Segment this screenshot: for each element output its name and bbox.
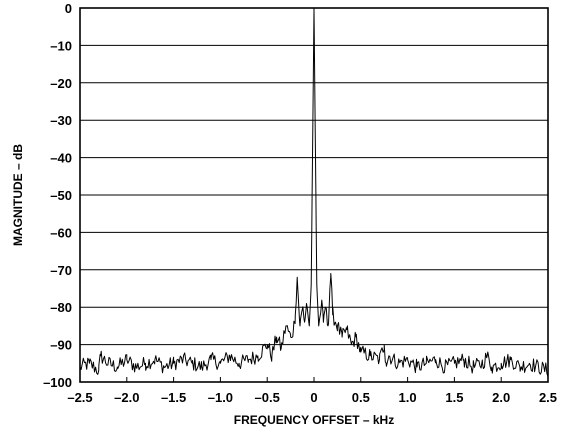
x-tick-label: –2.5 — [67, 390, 92, 405]
y-tick-label: –40 — [50, 151, 72, 166]
x-tick-label: 0 — [310, 390, 317, 405]
x-tick-label: –1.0 — [208, 390, 233, 405]
x-tick-label: –2.0 — [114, 390, 139, 405]
y-tick-labels: 0 –10 –20 –30 –40 –50 –60 –70 –80 –90 –100 — [43, 1, 72, 390]
y-tick-label: 0 — [65, 1, 72, 16]
x-tick-label: –1.5 — [161, 390, 186, 405]
x-tick-label: 1.0 — [399, 390, 417, 405]
x-tick-label: 2.5 — [539, 390, 557, 405]
spectrum-trace — [79, 7, 549, 378]
y-tick-label: –80 — [50, 300, 72, 315]
x-tick-label: 0.5 — [352, 390, 370, 405]
x-tick-labels: –2.5 –2.0 –1.5 –1.0 –0.5 0 0.5 1.0 1.5 2.0 2.5 — [67, 377, 557, 405]
y-tick-label: –10 — [50, 38, 72, 53]
x-tick-label: 1.5 — [445, 390, 463, 405]
y-tick-label: –50 — [50, 188, 72, 203]
x-tick-label: 2.0 — [492, 390, 510, 405]
y-tick-label: –30 — [50, 113, 72, 128]
x-axis-title: FREQUENCY OFFSET – kHz — [234, 413, 394, 427]
y-tick-label: –70 — [50, 263, 72, 278]
y-axis-title: MAGNITUDE – dB — [11, 144, 25, 246]
y-tick-label: –100 — [43, 375, 72, 390]
y-tick-label: –20 — [50, 76, 72, 91]
x-tick-label: –0.5 — [255, 390, 280, 405]
y-tick-label: –90 — [50, 338, 72, 353]
gridlines — [80, 7, 548, 383]
y-tick-label: –60 — [50, 225, 72, 240]
